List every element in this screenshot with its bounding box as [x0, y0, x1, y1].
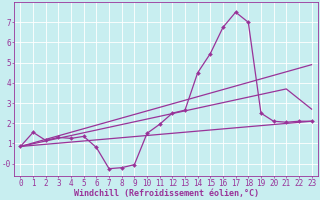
X-axis label: Windchill (Refroidissement éolien,°C): Windchill (Refroidissement éolien,°C) — [74, 189, 259, 198]
